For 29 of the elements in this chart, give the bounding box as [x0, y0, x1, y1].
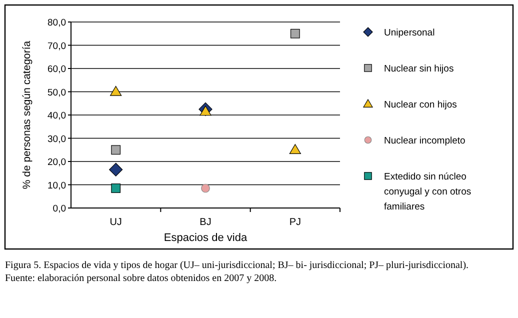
legend-label: Extedido sin núcleo conyugal y con otros familiares	[384, 172, 472, 212]
point	[289, 144, 301, 154]
y-tick-label: 80,0	[48, 18, 66, 28]
x-axis-title: Espacios de vida	[164, 232, 248, 244]
y-tick-label: 50,0	[48, 87, 66, 98]
y-tick-label: 70,0	[48, 40, 66, 52]
y-tick-label: 10,0	[48, 180, 66, 192]
legend-label: Nuclear incompleto	[384, 136, 466, 146]
y-tick-label: 20,0	[48, 157, 66, 168]
point	[111, 145, 121, 155]
x-tick-label: UJ	[110, 217, 122, 228]
point	[201, 184, 210, 193]
y-tick-label: 30,0	[48, 134, 66, 145]
y-tick-label: 0,0	[52, 204, 66, 214]
point	[109, 162, 123, 176]
y-tick-label: 40,0	[48, 110, 66, 122]
legend-label: Unipersonal	[384, 28, 435, 38]
point	[200, 106, 212, 116]
point	[290, 28, 300, 38]
y-axis-title: % de personas según categoría	[21, 40, 33, 190]
source-note: Fuente: elaboración personal sobre datos obtenidos en 2007 y 2008.	[5, 273, 277, 284]
legend-label: Nuclear con hijos	[384, 100, 458, 110]
point	[111, 184, 121, 193]
text: Figura 5. Espacios de vida y tipos de hogar (UJ– uni-jurisdiccional; BJ– bi- jurisdiccional; PJ– pluri-jurisdiccional).	[5, 260, 469, 271]
x-tick-label: PJ	[289, 217, 302, 228]
legend-label: Nuclear sin hijos	[384, 64, 454, 74]
point	[110, 86, 122, 96]
y-tick-label: 60,0	[48, 64, 66, 75]
x-tick-label: BJ	[200, 217, 212, 228]
